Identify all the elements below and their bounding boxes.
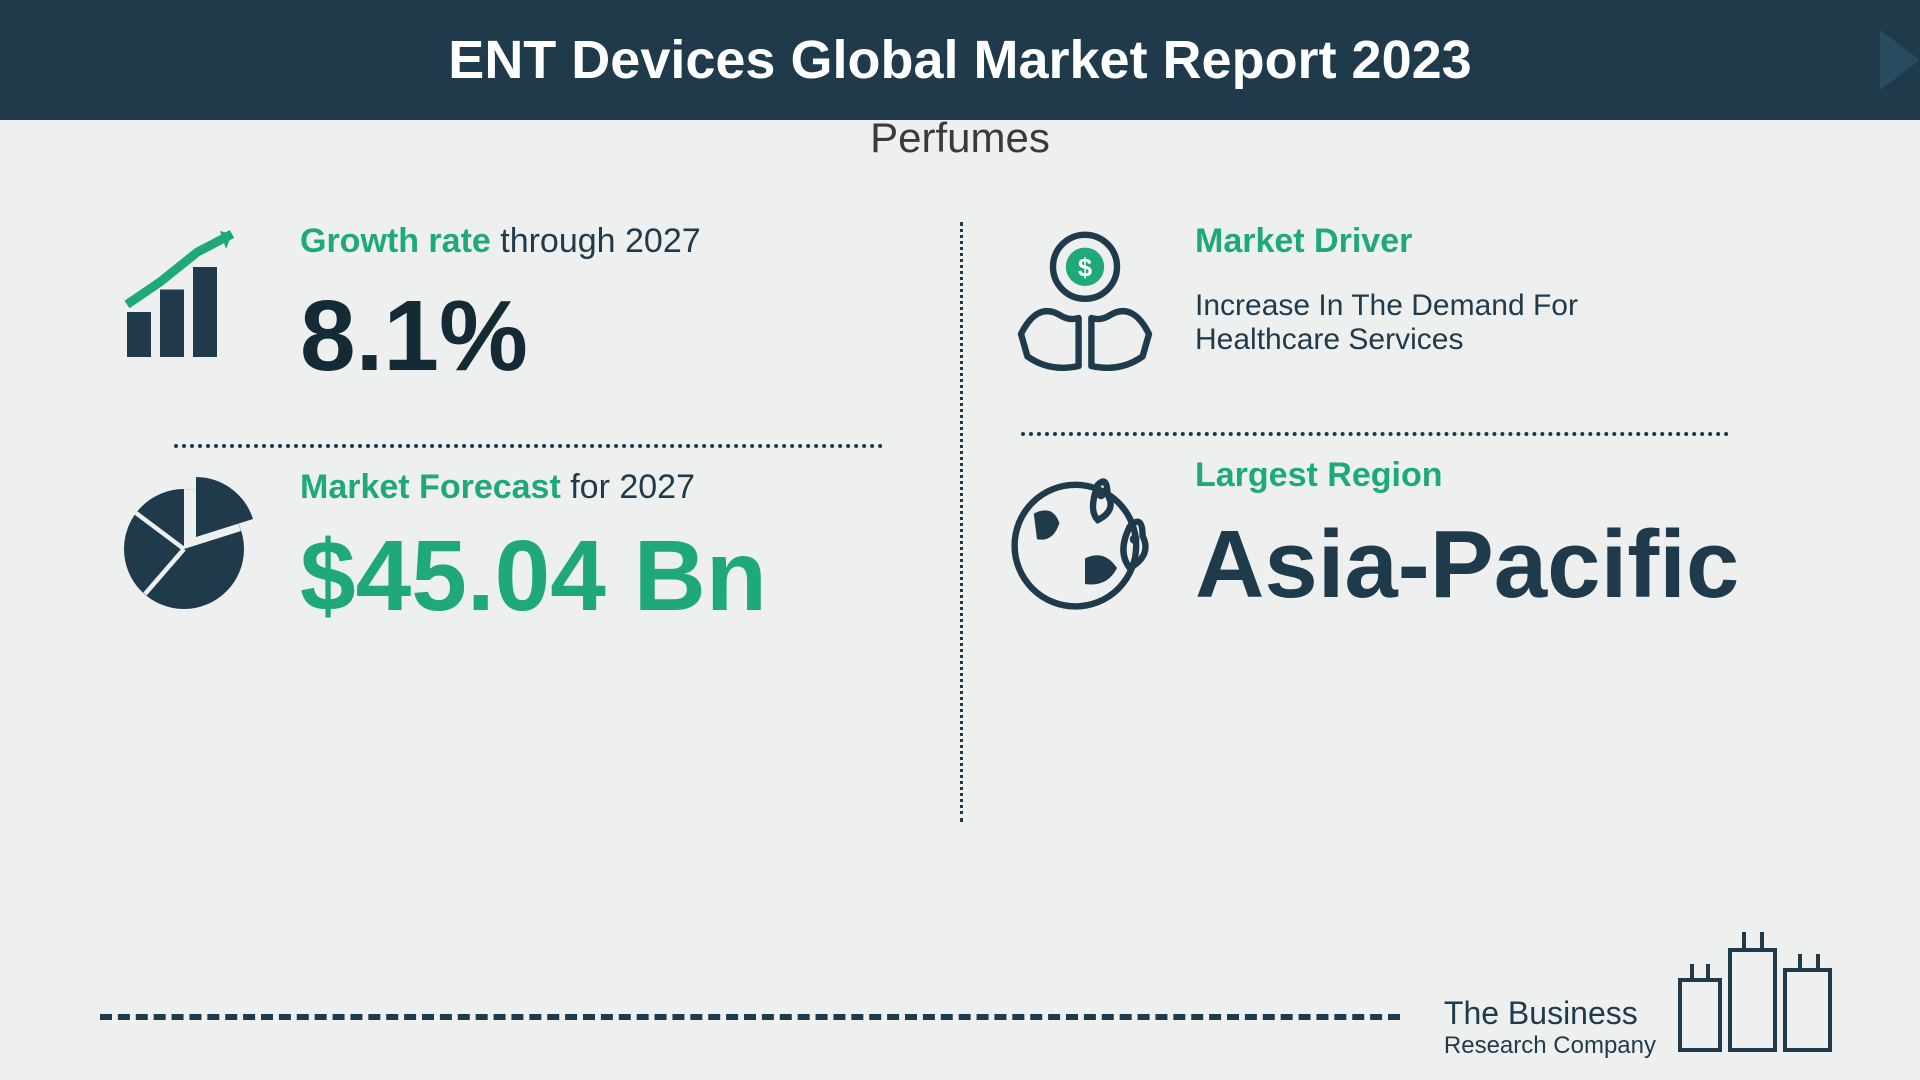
growth-label-dark: through 2027: [491, 222, 701, 260]
forecast-label-green: Market Forecast: [300, 468, 561, 506]
driver-label: Market Driver: [1195, 222, 1635, 261]
subtitle: Perfumes: [0, 114, 1920, 162]
logo-text: The Business Research Company: [1444, 995, 1656, 1060]
page-title: ENT Devices Global Market Report 2023: [448, 29, 1471, 91]
driver-text-box: Market Driver Increase In The Demand For…: [1195, 222, 1635, 357]
globe-pin-icon: [1005, 456, 1165, 616]
growth-label: Growth rate through 2027: [300, 222, 701, 261]
pie-chart-icon: [110, 468, 270, 618]
left-column: Growth rate through 2027 8.1% Market For…: [110, 202, 915, 1072]
region-text-box: Largest Region Asia-Pacific: [1195, 456, 1739, 610]
vertical-divider: [960, 222, 963, 822]
header-bar: ENT Devices Global Market Report 2023: [0, 0, 1920, 120]
largest-region-block: Largest Region Asia-Pacific: [1005, 436, 1810, 666]
market-driver-block: $ Market Driver Increase In The Demand F…: [1005, 202, 1810, 432]
forecast-text: Market Forecast for 2027 $45.04 Bn: [300, 468, 767, 624]
growth-label-green: Growth rate: [300, 222, 491, 260]
bottom-dashed-line: [100, 1014, 1400, 1020]
company-logo: The Business Research Company: [1444, 920, 1850, 1060]
forecast-label-dark: for 2027: [561, 468, 695, 506]
svg-text:$: $: [1078, 254, 1092, 282]
header-arrow-icon: [1880, 30, 1920, 90]
forecast-block: Market Forecast for 2027 $45.04 Bn: [110, 448, 915, 674]
forecast-value: $45.04 Bn: [300, 529, 767, 624]
region-label: Largest Region: [1195, 456, 1739, 495]
logo-buildings-icon: [1670, 920, 1850, 1060]
growth-value: 8.1%: [300, 279, 701, 394]
forecast-label: Market Forecast for 2027: [300, 468, 767, 507]
logo-line2: Research Company: [1444, 1032, 1656, 1060]
hands-money-icon: $: [1005, 222, 1165, 382]
region-value: Asia-Pacific: [1195, 519, 1739, 610]
growth-rate-text: Growth rate through 2027 8.1%: [300, 222, 701, 394]
logo-line1: The Business: [1444, 995, 1656, 1032]
growth-rate-block: Growth rate through 2027 8.1%: [110, 202, 915, 444]
growth-chart-icon: [110, 222, 270, 372]
driver-description: Increase In The Demand For Healthcare Se…: [1195, 289, 1635, 357]
